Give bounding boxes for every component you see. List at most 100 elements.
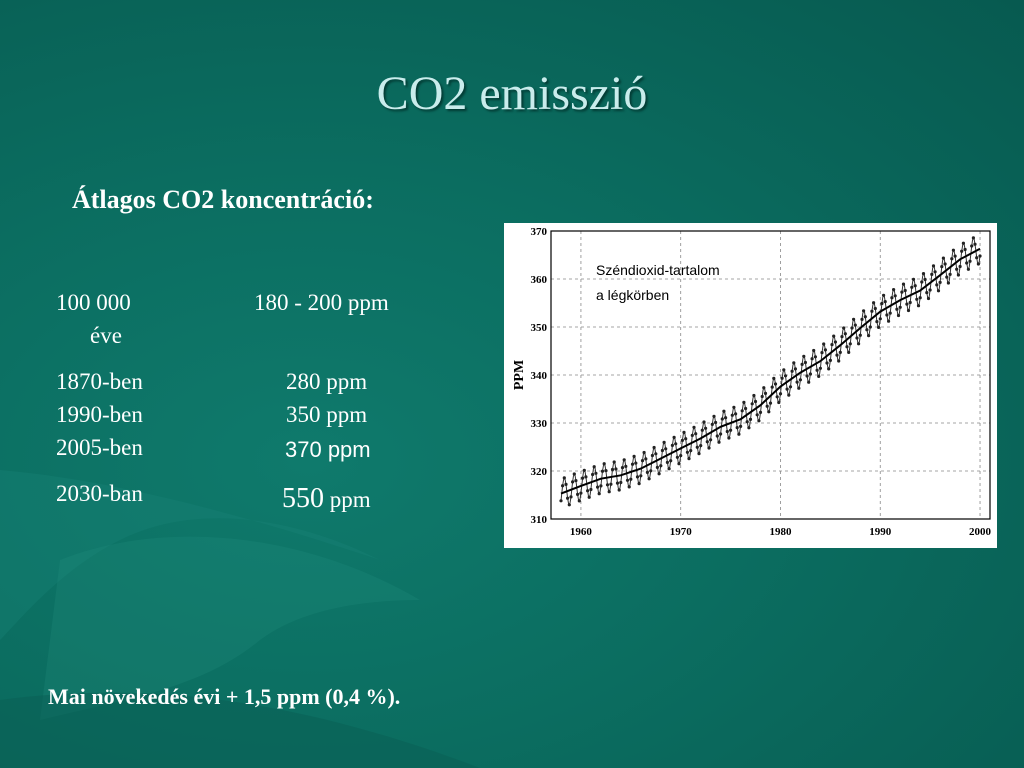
series-monthly-point xyxy=(667,467,671,471)
series-monthly-point xyxy=(722,409,726,413)
x-tick-label: 1970 xyxy=(670,526,693,538)
period-cell: 1870-ben xyxy=(56,369,143,394)
series-monthly-point xyxy=(650,453,654,458)
series-monthly-point xyxy=(935,283,939,287)
series-monthly-point xyxy=(622,458,626,462)
value-cell: 370 ppm xyxy=(285,437,371,462)
series-monthly-point xyxy=(567,503,571,507)
series-monthly-point xyxy=(652,445,656,450)
series-monthly-point xyxy=(817,374,821,378)
series-monthly-point xyxy=(926,296,931,301)
series-monthly-point xyxy=(700,428,704,432)
series-monthly-point xyxy=(724,416,728,420)
series-monthly-point xyxy=(755,413,759,417)
slide-title: CO2 emisszió xyxy=(376,67,648,120)
series-monthly-point xyxy=(625,478,630,482)
series-monthly-point xyxy=(665,460,669,464)
series-monthly-point xyxy=(857,342,861,346)
series-monthly-point xyxy=(950,257,954,261)
series-monthly-point xyxy=(734,412,738,416)
series-monthly-point xyxy=(890,296,894,300)
series-monthly-point xyxy=(579,491,583,495)
series-monthly-point xyxy=(845,345,849,349)
series-monthly-point xyxy=(900,290,904,294)
series-monthly-point xyxy=(878,317,882,321)
series-monthly-point xyxy=(892,288,896,292)
period-cell: 2030-ban xyxy=(56,481,143,506)
chart-annotation: Széndioxid-tartalom xyxy=(596,262,720,278)
series-monthly-point xyxy=(773,382,778,386)
series-monthly-point xyxy=(682,430,686,434)
series-monthly-point xyxy=(848,342,852,346)
series-monthly-point xyxy=(763,391,768,395)
series-monthly-point xyxy=(599,484,603,488)
series-monthly-point xyxy=(976,262,980,266)
x-tick-label: 1960 xyxy=(570,526,593,538)
series-monthly-point xyxy=(843,332,847,336)
series-monthly-point xyxy=(896,313,901,318)
series-monthly-point xyxy=(913,284,917,288)
series-monthly-point xyxy=(589,487,593,492)
series-monthly-point xyxy=(569,495,573,499)
series-monthly-point xyxy=(812,348,816,353)
series-monthly-point xyxy=(730,413,734,417)
series-monthly-point xyxy=(607,490,611,494)
series-monthly-point xyxy=(577,499,581,503)
value-cell: 350 ppm xyxy=(286,402,368,427)
period-cell: éve xyxy=(90,323,122,348)
series-monthly-point xyxy=(562,476,566,480)
x-tick-label: 1990 xyxy=(869,526,892,538)
co2-chart: 310 320 330 340 350 360 370 1960 1970 1980 1990 200… xyxy=(504,223,997,548)
y-axis-label: PPM xyxy=(512,360,527,390)
series-monthly-point xyxy=(719,432,723,436)
series-monthly-point xyxy=(752,393,756,398)
series-monthly-point xyxy=(610,467,615,472)
series-monthly-point xyxy=(792,361,796,365)
series-monthly-point xyxy=(825,361,829,365)
series-monthly-point xyxy=(591,472,595,477)
series-monthly-point xyxy=(596,485,600,489)
series-monthly-point xyxy=(883,300,887,304)
series-monthly-point xyxy=(852,317,856,321)
series-monthly-point xyxy=(581,476,585,480)
series-monthly-point xyxy=(915,297,919,301)
series-monthly-point xyxy=(765,404,769,408)
series-monthly-point xyxy=(602,462,606,466)
series-monthly-point xyxy=(946,281,950,285)
series-monthly-point xyxy=(931,264,936,268)
series-monthly-point xyxy=(911,277,916,281)
series-monthly-point xyxy=(797,386,801,390)
series-monthly-point xyxy=(941,256,945,260)
series-monthly-point xyxy=(813,355,817,359)
series-monthly-point xyxy=(680,438,684,442)
series-monthly-point xyxy=(820,351,824,355)
y-tick-label: 370 xyxy=(531,226,548,238)
series-monthly-point xyxy=(642,450,646,455)
series-monthly-point xyxy=(697,452,701,456)
series-monthly-point xyxy=(850,326,854,330)
series-monthly-point xyxy=(770,385,774,389)
series-monthly-point xyxy=(624,464,628,468)
value-cell: 550 ppm xyxy=(282,483,371,516)
growth-note: Mai növekedés évi + 1,5 ppm (0,4 %). xyxy=(48,684,401,709)
series-monthly-point xyxy=(958,264,962,269)
series-monthly-point xyxy=(777,400,781,405)
series-monthly-point xyxy=(847,350,851,354)
series-monthly-point xyxy=(630,462,635,466)
series-monthly-point xyxy=(609,482,613,486)
series-monthly-point xyxy=(597,492,601,496)
series-monthly-point xyxy=(867,334,871,338)
series-monthly-point xyxy=(619,480,623,485)
series-monthly-point xyxy=(837,359,841,363)
series-monthly-point xyxy=(685,450,689,454)
series-monthly-point xyxy=(818,366,822,370)
series-monthly-point xyxy=(960,249,964,253)
series-monthly-point xyxy=(898,305,902,309)
series-monthly-point xyxy=(614,467,618,471)
series-monthly-point xyxy=(798,378,802,382)
series-monthly-point xyxy=(885,313,889,317)
series-monthly-point xyxy=(928,288,932,292)
series-monthly-point xyxy=(576,492,580,496)
series-monthly-point xyxy=(753,399,758,404)
series-monthly-point xyxy=(612,460,616,464)
